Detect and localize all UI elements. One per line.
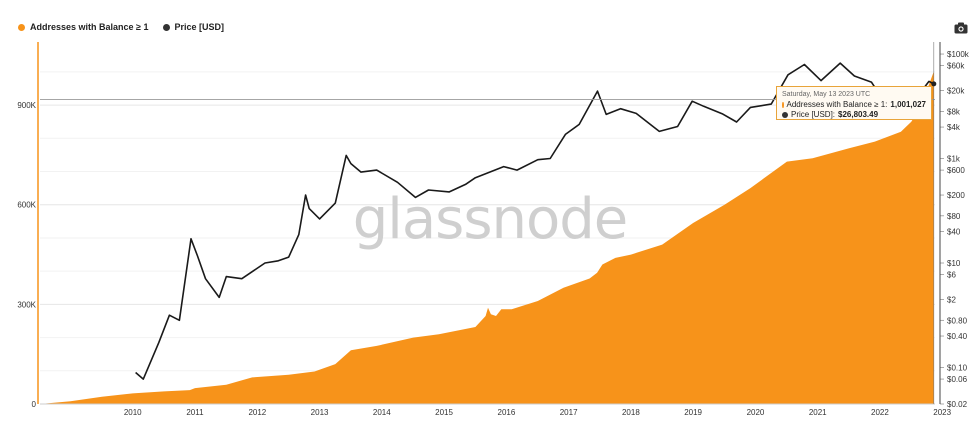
x-tick-label: 2016 [498,408,516,417]
y-right-tick-label: $0.02 [947,400,968,409]
y-right-tick-label: $0.10 [947,363,968,372]
camera-icon[interactable] [954,22,968,34]
y-left-tick-label: 600K [17,201,36,210]
y-right-tick-label: $0.80 [947,316,968,325]
crosshair-point-price [931,81,937,87]
y-right-tick-label: $0.40 [947,332,968,341]
tooltip-value-price: $26,803.49 [838,110,879,119]
y-right-tick-label: $2 [947,296,956,305]
y-left-tick-label: 300K [17,300,36,309]
x-tick-label: 2012 [248,408,266,417]
y-right-tick-label: $40 [947,228,961,237]
y-right-tick-label: $10 [947,259,961,268]
legend-label-price: Price [USD] [174,22,225,32]
y-right-tick-label: $80 [947,212,961,221]
tooltip-label-addresses: Addresses with Balance ≥ 1: [786,100,888,109]
y-left-tick-label: 900K [17,101,36,110]
y-right-tick-label: $200 [947,191,965,200]
legend-label-addresses: Addresses with Balance ≥ 1 [30,22,149,32]
y-left-tick-label: 0 [32,400,37,409]
legend-item-price[interactable]: Price [USD] [162,22,225,32]
tooltip-date: Saturday, May 13 2023 UTC [782,91,871,98]
x-tick-label: 2013 [311,408,329,417]
y-right-tick-label: $6 [947,271,956,280]
series-price [135,62,935,380]
axes [37,42,944,405]
tooltip-swatch-price [782,112,788,118]
x-tick-label: 2010 [124,408,142,417]
x-tick-label: 2022 [871,408,889,417]
x-tick-label: 2023 [933,408,951,417]
x-tick-label: 2017 [560,408,578,417]
y-right-tick-label: $100k [947,50,970,59]
x-tick-label: 2020 [747,408,765,417]
x-tick-label: 2015 [435,408,453,417]
legend: Addresses with Balance ≥ 1 Price [USD] [18,22,224,32]
y-right-tick-label: $20k [947,87,965,96]
legend-swatch-addresses [18,23,25,31]
area-addresses [40,71,934,404]
tooltip: Saturday, May 13 2023 UTC Addresses with… [776,86,932,120]
x-tick-label: 2021 [809,408,827,417]
ticks: 0 300K 600K 900K 2010 2011 2012 2013 2014 2015 201… [17,50,969,417]
tooltip-label-price: Price [USD]: [791,110,836,119]
line-price [135,62,935,380]
legend-swatch-price [162,23,170,31]
y-right-tick-label: $0.06 [947,375,968,384]
legend-item-addresses[interactable]: Addresses with Balance ≥ 1 [18,22,149,32]
x-tick-label: 2014 [373,408,391,417]
tooltip-value-addresses: 1,001,027 [890,100,926,109]
y-right-tick-label: $8k [947,107,961,116]
watermark: glassnode [353,187,628,252]
series-addresses [40,71,934,404]
x-tick-label: 2019 [684,408,702,417]
x-tick-label: 2011 [186,408,204,417]
y-right-tick-label: $1k [947,155,961,164]
x-tick-label: 2018 [622,408,640,417]
y-right-tick-label: $600 [947,166,965,175]
y-right-tick-label: $60k [947,62,965,71]
tooltip-swatch-addresses [782,102,784,108]
y-right-tick-label: $4k [947,123,961,132]
tooltip-row-addresses: Addresses with Balance ≥ 1: 1,001,027 [782,100,926,110]
tooltip-row-price: Price [USD]: $26,803.49 [782,110,926,120]
